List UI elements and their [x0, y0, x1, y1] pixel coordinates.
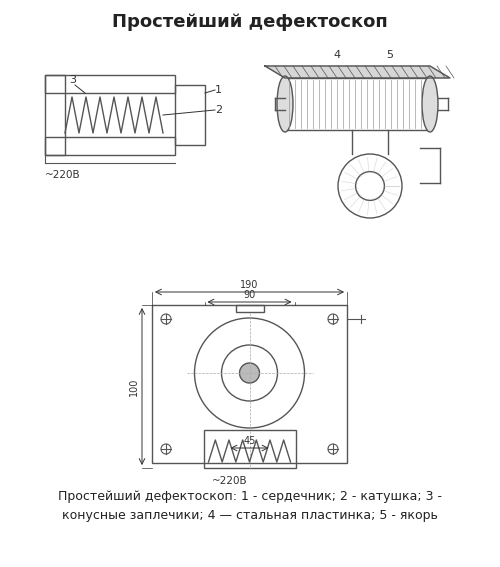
Circle shape [240, 363, 260, 383]
Ellipse shape [277, 76, 293, 132]
Text: 2: 2 [215, 105, 222, 115]
Bar [236, 305, 264, 312]
Bar [45, 137, 175, 155]
Text: 100: 100 [129, 377, 139, 396]
Bar [175, 85, 205, 145]
Bar [285, 78, 430, 130]
Text: 90: 90 [244, 290, 256, 300]
Bar [152, 305, 347, 463]
Text: 4: 4 [334, 50, 340, 60]
Text: 45: 45 [244, 436, 256, 446]
Bar [204, 430, 296, 468]
Polygon shape [265, 66, 450, 78]
Bar [45, 75, 65, 155]
Text: 5: 5 [386, 50, 394, 60]
Text: 190: 190 [240, 280, 258, 290]
Bar [45, 75, 175, 93]
Text: Простейший дефектоскоп: 1 - сердечник; 2 - катушка; 3 -
конусные заплечики; 4 — : Простейший дефектоскоп: 1 - сердечник; 2… [58, 490, 442, 522]
Text: ~220В: ~220В [212, 476, 247, 486]
Text: 3: 3 [70, 75, 76, 85]
Ellipse shape [422, 76, 438, 132]
Text: ~220В: ~220В [45, 170, 80, 180]
Text: Простейший дефектоскоп: Простейший дефектоскоп [112, 13, 388, 31]
Text: 1: 1 [215, 85, 222, 95]
